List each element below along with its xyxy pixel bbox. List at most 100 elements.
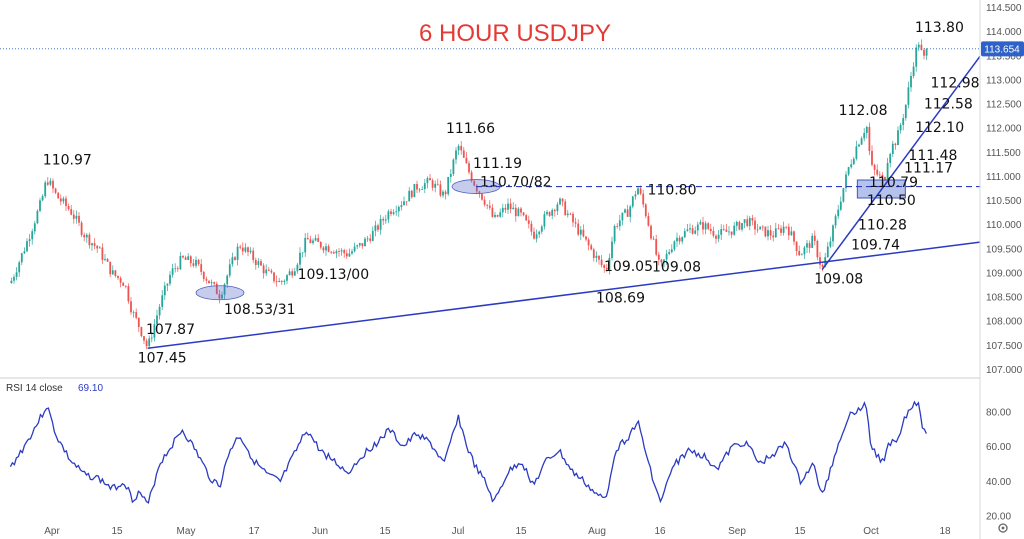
candle-body: [691, 228, 694, 234]
candle-body: [247, 247, 249, 253]
price-annotation: 110.80: [648, 183, 697, 199]
candle-body: [122, 282, 125, 286]
candle-body: [156, 315, 158, 325]
candle-body: [899, 125, 902, 131]
candle-body: [335, 251, 338, 254]
candle-body: [644, 204, 647, 217]
price-tick-label: 113.000: [986, 75, 1022, 86]
rsi-legend-value: 69.10: [78, 383, 103, 394]
price-annotation: 111.19: [473, 156, 522, 172]
candle-body: [174, 268, 177, 270]
candle-body: [650, 225, 652, 239]
price-tick-label: 112.500: [986, 100, 1022, 111]
time-axis[interactable]: Apr 15 May 17 Jun 15 Jul 15 Aug 16 Sep 15 Oct 18: [44, 526, 951, 537]
candle-body: [403, 201, 405, 206]
candle-body: [907, 87, 910, 105]
candle-body: [449, 173, 452, 177]
candle-body: [249, 250, 252, 253]
candle-body: [800, 254, 803, 256]
candle-body: [637, 188, 639, 195]
candle-body: [790, 231, 793, 236]
candle-body: [491, 207, 494, 217]
candle-body: [871, 151, 873, 165]
rsi-legend: RSI 14 close 69.10: [6, 383, 103, 394]
candle-body: [735, 221, 738, 226]
candle-body: [808, 243, 811, 248]
candle-body: [865, 126, 868, 134]
candle-body: [475, 185, 478, 192]
price-annotation: 111.48: [908, 148, 957, 164]
candle-body: [543, 214, 546, 227]
candle-body: [663, 259, 665, 263]
candle-body: [728, 231, 730, 233]
candle-body: [889, 153, 892, 163]
last-price-label: 113.654: [984, 44, 1020, 55]
rsi-tick-label: 80.00: [986, 407, 1011, 418]
candle-body: [717, 234, 720, 239]
candle-body: [715, 235, 717, 239]
candle-body: [130, 301, 132, 313]
candle-body: [395, 211, 398, 213]
candle-body: [18, 262, 21, 273]
candle-body: [192, 263, 195, 266]
candle-body: [210, 282, 213, 284]
candle-body: [486, 204, 489, 206]
candle-body: [473, 181, 476, 186]
candle-body: [751, 218, 754, 221]
candle-body: [530, 223, 533, 232]
settings-icon[interactable]: [998, 523, 1008, 533]
candle-body: [608, 257, 611, 270]
candle-body: [377, 225, 379, 230]
candle-body: [10, 280, 13, 284]
candle-body: [241, 247, 244, 252]
candle-body: [348, 253, 351, 257]
candle-body: [132, 312, 135, 313]
candle-body: [468, 163, 470, 173]
price-axis[interactable]: 114.500 114.000 113.500 113.000 112.500 112.0…: [986, 3, 1023, 376]
price-tick-label: 110.000: [986, 220, 1022, 231]
candle-body: [148, 338, 151, 347]
candle-body: [772, 235, 775, 238]
candle-body: [574, 222, 577, 224]
candle-body: [416, 183, 418, 190]
candle-body: [195, 259, 197, 266]
candle-body: [187, 256, 190, 260]
candle-body: [423, 183, 426, 190]
candle-body: [891, 143, 894, 154]
rsi-axis[interactable]: 80.00 60.00 40.00 20.00: [986, 407, 1011, 522]
candle-body: [553, 209, 556, 212]
candle-body: [78, 215, 80, 223]
candle-body: [897, 130, 899, 146]
candle-body: [712, 230, 715, 236]
candle-body: [65, 198, 67, 207]
candle-body: [709, 228, 712, 231]
candle-body: [884, 177, 886, 180]
candle-body: [358, 243, 361, 246]
price-annotation: 109.08: [652, 260, 701, 276]
candle-body: [200, 264, 203, 272]
price-annotation: 110.70/82: [480, 175, 552, 191]
rsi-panel: [9, 400, 927, 504]
candle-body: [13, 276, 15, 281]
candle-body: [813, 235, 816, 241]
candle-body: [759, 226, 762, 230]
candle-body: [312, 240, 314, 244]
candle-body: [798, 251, 801, 256]
candle-body: [670, 249, 673, 253]
candle-body: [421, 189, 424, 190]
candle-body: [390, 211, 392, 215]
candle-body: [379, 218, 382, 230]
candle-body: [564, 201, 567, 216]
price-annotation: 107.87: [146, 322, 195, 338]
chart-title: 6 HOUR USDJPY: [419, 20, 611, 47]
candle-body: [15, 272, 18, 277]
time-tick-label: Jun: [312, 526, 328, 537]
price-tick-label: 107.500: [986, 341, 1023, 352]
candle-body: [413, 183, 416, 198]
candle-body: [878, 174, 881, 176]
candle-body: [439, 184, 442, 196]
candle-body: [85, 234, 88, 238]
candle-body: [923, 50, 925, 56]
candle-body: [20, 253, 23, 263]
